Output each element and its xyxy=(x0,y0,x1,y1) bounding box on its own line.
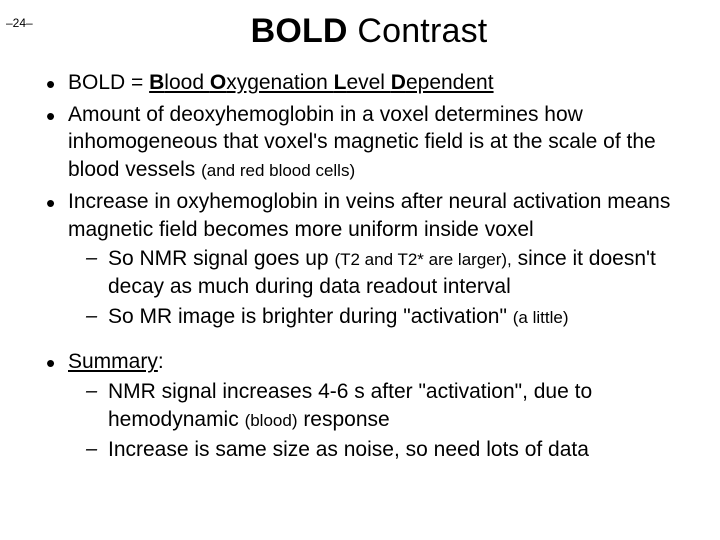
b1-w1: lood xyxy=(164,71,210,94)
bullet-list: BOLD = Blood Oxygenation Level Dependent… xyxy=(46,69,692,330)
b4s1b: (blood) xyxy=(245,411,298,430)
page-number: –24– xyxy=(6,16,33,30)
b3s2a: So MR image is brighter during "activati… xyxy=(108,305,513,328)
title-rest: Contrast xyxy=(348,12,488,50)
b1-D: D xyxy=(391,71,406,94)
b3s2b: (a little) xyxy=(513,308,569,327)
b3-sublist: So NMR signal goes up (T2 and T2* are la… xyxy=(68,245,692,330)
spacer xyxy=(46,334,692,348)
b1-B: B xyxy=(149,71,164,94)
b3-text: Increase in oxyhemoglobin in veins after… xyxy=(68,190,670,241)
title-bold: BOLD xyxy=(251,12,348,50)
b3s1a: So NMR signal goes up xyxy=(108,247,334,270)
b1-L: L xyxy=(334,71,347,94)
b1-w4: ependent xyxy=(406,71,494,94)
summary-label: Summary xyxy=(68,350,158,373)
b2-small: (and red blood cells) xyxy=(201,161,355,180)
bullet-4: Summary: NMR signal increases 4-6 s afte… xyxy=(46,348,692,463)
summary-colon: : xyxy=(158,350,164,373)
bullet-1: BOLD = Blood Oxygenation Level Dependent xyxy=(46,69,692,97)
b3s1b: (T2 and T2* are larger), xyxy=(334,250,511,269)
bullet-3: Increase in oxyhemoglobin in veins after… xyxy=(46,188,692,331)
b4-sub1: NMR signal increases 4-6 s after "activa… xyxy=(86,378,692,433)
bullet-2: Amount of deoxyhemoglobin in a voxel det… xyxy=(46,101,692,184)
b3-sub2: So MR image is brighter during "activati… xyxy=(86,303,692,331)
slide: –24– BOLD Contrast BOLD = Blood Oxygenat… xyxy=(0,12,720,540)
b1-underlined: Blood Oxygenation Level Dependent xyxy=(149,71,493,94)
b4-sublist: NMR signal increases 4-6 s after "activa… xyxy=(68,378,692,463)
slide-title: BOLD Contrast xyxy=(46,12,692,51)
b4s1c: response xyxy=(297,408,389,431)
b1-w3: evel xyxy=(346,71,390,94)
b1-pre: BOLD = xyxy=(68,71,149,94)
b3-sub1: So NMR signal goes up (T2 and T2* are la… xyxy=(86,245,692,300)
bullet-list-2: Summary: NMR signal increases 4-6 s afte… xyxy=(46,348,692,463)
b2-text: Amount of deoxyhemoglobin in a voxel det… xyxy=(68,103,656,181)
b1-O: O xyxy=(210,71,226,94)
b4-sub2: Increase is same size as noise, so need … xyxy=(86,436,692,464)
b1-w2: xygenation xyxy=(226,71,333,94)
